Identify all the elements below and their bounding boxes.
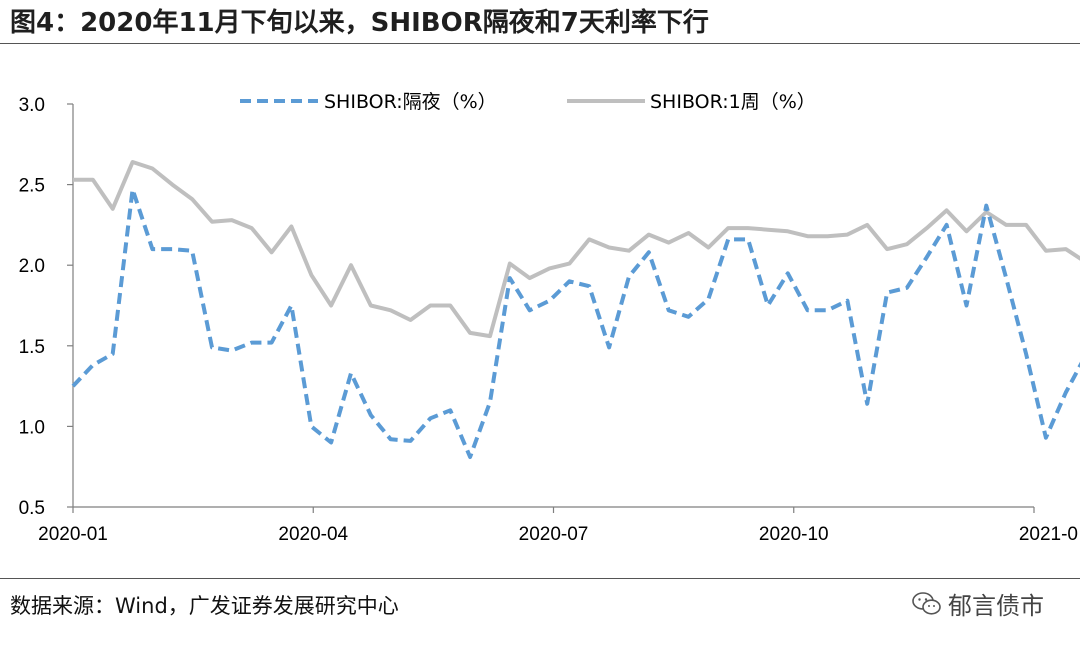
legend-label-1week: SHIBOR:1周（%） bbox=[650, 91, 816, 113]
y-tick-label: 3.0 bbox=[19, 95, 45, 116]
source-note: 数据来源：Wind，广发证券发展研究中心 bbox=[10, 594, 399, 618]
y-tick-label: 2.0 bbox=[19, 256, 45, 277]
x-tick-label: 2021-0 bbox=[1019, 524, 1078, 545]
chart-axes: 3.0 2.5 2.0 1.5 1.0 0.5 2020-01 2020-04 2020-07 2… bbox=[19, 95, 1078, 545]
wechat-icon bbox=[912, 591, 941, 615]
x-tick-label: 2020-04 bbox=[278, 524, 348, 545]
x-tick-label: 2020-07 bbox=[519, 524, 589, 545]
x-tick-label: 2020-10 bbox=[759, 524, 829, 545]
chart-legend: SHIBOR:隔夜（%） SHIBOR:1周（%） bbox=[240, 91, 816, 113]
line-chart: SHIBOR:隔夜（%） SHIBOR:1周（%） 3.0 2.5 2.0 1.5 1.… bbox=[19, 91, 1080, 545]
series-line-overnight bbox=[71, 187, 1080, 459]
y-tick-label: 1.5 bbox=[19, 337, 45, 358]
y-tick-label: 2.5 bbox=[19, 176, 45, 197]
plot-area bbox=[71, 160, 1080, 459]
figure-title: 图4：2020年11月下旬以来，SHIBOR隔夜和7天利率下行 bbox=[10, 8, 709, 38]
y-tick-label: 0.5 bbox=[19, 498, 45, 519]
watermark-text: 郁言债市 bbox=[948, 592, 1044, 620]
top-divider bbox=[0, 43, 1080, 44]
bottom-divider bbox=[0, 578, 1080, 579]
x-tick-label: 2020-01 bbox=[38, 524, 108, 545]
watermark: 郁言债市 bbox=[912, 586, 1044, 621]
series-line-1week bbox=[73, 160, 1080, 339]
y-tick-label: 1.0 bbox=[19, 417, 45, 438]
legend-label-overnight: SHIBOR:隔夜（%） bbox=[324, 91, 497, 113]
